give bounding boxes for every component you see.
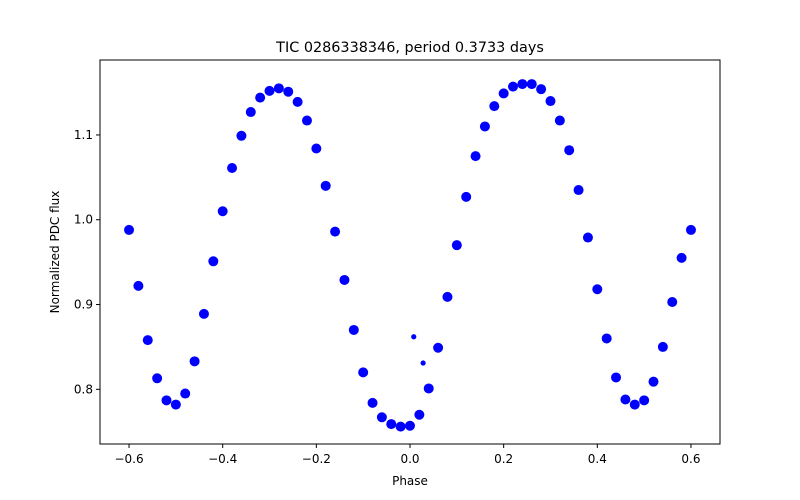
x-tick-label: 0.6 (681, 452, 700, 466)
data-point (376, 412, 387, 423)
data-point (330, 226, 341, 237)
data-point (489, 101, 500, 112)
y-tick-label: 0.8 (74, 382, 93, 396)
data-point (180, 388, 191, 399)
y-tick-label: 1.0 (74, 213, 93, 227)
data-point (582, 232, 593, 243)
y-axis-label: Normalized PDC flux (48, 191, 62, 314)
data-point (573, 185, 584, 196)
data-point (554, 115, 565, 126)
data-point (685, 224, 696, 235)
data-point (564, 145, 575, 156)
data-point (367, 397, 378, 408)
data-point (442, 291, 453, 302)
data-point (301, 115, 312, 126)
data-point (545, 96, 556, 107)
data-point (152, 373, 163, 384)
data-point (358, 367, 369, 378)
data-point (236, 130, 247, 141)
data-point (648, 376, 659, 387)
data-point (124, 224, 135, 235)
data-point (198, 308, 209, 319)
data-point (227, 163, 238, 174)
data-point (498, 88, 509, 99)
data-point (592, 284, 603, 295)
x-axis-label: Phase (392, 474, 428, 488)
data-point (142, 335, 153, 346)
data-point (405, 420, 415, 431)
data-point (526, 79, 537, 90)
data-point (611, 372, 622, 383)
y-tick-label: 0.9 (74, 298, 93, 312)
data-point (348, 324, 359, 335)
data-point (292, 96, 303, 107)
x-tick-label: −0.2 (302, 452, 331, 466)
data-point (245, 107, 256, 118)
data-point (386, 419, 397, 430)
data-point (639, 395, 650, 406)
x-tick-label: −0.4 (208, 452, 237, 466)
data-point (667, 296, 678, 307)
data-point (161, 395, 172, 406)
data-point (395, 421, 406, 432)
x-tick-label: −0.6 (114, 452, 143, 466)
data-point (320, 180, 331, 191)
data-point (620, 394, 631, 405)
x-tick-label: 0.2 (494, 452, 513, 466)
plot-frame (99, 59, 721, 445)
data-point (255, 92, 266, 103)
x-axis-ticks: −0.6 −0.4 −0.2 0.0 0.2 0.4 0.6 (114, 444, 701, 466)
chart-title: TIC 0286338346, period 0.3733 days (275, 40, 544, 56)
data-point (461, 191, 472, 202)
data-point (676, 252, 687, 263)
x-tick-label: 0.4 (588, 452, 607, 466)
data-point (536, 84, 547, 95)
data-point (414, 409, 425, 420)
data-point (657, 341, 668, 352)
data-point (283, 86, 294, 97)
data-point (479, 121, 490, 132)
y-tick-label: 1.1 (74, 128, 93, 142)
data-points (124, 79, 696, 432)
data-point (433, 342, 444, 353)
data-point (264, 85, 275, 96)
data-point (170, 399, 181, 410)
data-point (311, 143, 322, 154)
data-point (629, 399, 640, 410)
data-point (339, 274, 350, 285)
outlier-point (420, 360, 426, 366)
x-tick-label: 0.0 (400, 452, 419, 466)
y-axis-ticks: 0.8 0.9 1.0 1.1 (74, 128, 100, 396)
data-point (451, 240, 462, 251)
data-point (601, 333, 612, 344)
data-point (208, 256, 219, 267)
data-point (470, 151, 481, 162)
data-point (217, 206, 228, 217)
data-point (423, 383, 434, 394)
data-point (189, 356, 200, 367)
data-point (273, 83, 284, 94)
data-point (508, 81, 519, 92)
outlier-point (411, 334, 417, 340)
data-point (133, 280, 144, 291)
data-point (517, 79, 528, 90)
